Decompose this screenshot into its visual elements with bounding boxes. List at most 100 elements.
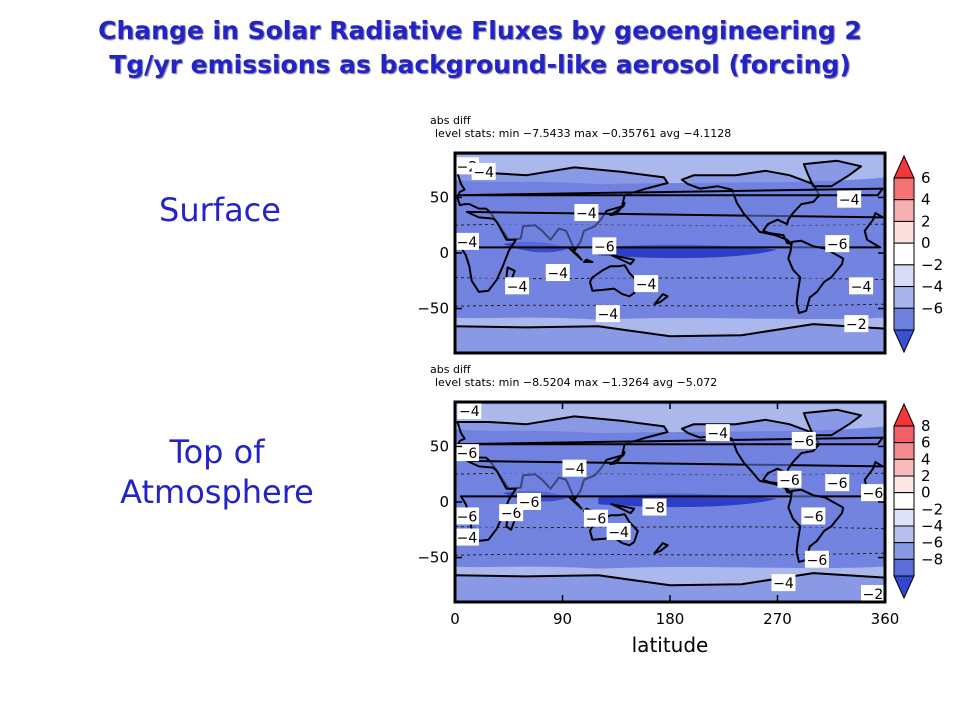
y-tick-label: 0	[439, 493, 449, 511]
coastline	[456, 436, 884, 446]
y-tick-label: 0	[439, 244, 449, 262]
y-tick-label: 50	[430, 437, 449, 455]
colorbar-tick-label: −8	[921, 550, 943, 568]
colorbar-segment	[893, 558, 915, 577]
colorbar-tick-label: −4	[921, 278, 943, 296]
top-of-atmosphere-label: Top of Atmosphere	[92, 432, 342, 512]
colorbar-tick-label: 2	[921, 467, 931, 485]
coastline	[567, 246, 583, 261]
contour-label: −4	[457, 531, 478, 547]
surface-label: Surface	[159, 191, 281, 229]
contour-label: −4	[608, 525, 629, 541]
y-tick-label: 50	[430, 188, 449, 206]
colorbar-segment	[893, 492, 915, 510]
contour-label: −6	[519, 495, 540, 511]
colorbar-tick-label: 2	[921, 212, 931, 230]
toa-label-line-2: Atmosphere	[120, 473, 314, 511]
contour-label-box	[455, 232, 479, 250]
coastline	[653, 542, 669, 555]
title-line-1: Change in Solar Radiative Fluxes by geoe…	[98, 16, 862, 45]
colorbar-tick-label: −4	[921, 517, 943, 535]
contour-label-box	[861, 585, 885, 602]
colorbar-segment	[893, 242, 915, 266]
x-tick-label: 270	[763, 610, 792, 628]
contour-label-box	[634, 275, 659, 293]
contour-label: −4	[851, 279, 872, 295]
contour-label-box	[592, 237, 617, 255]
colorbar: 6 4 2 0 −2 −4 −6	[893, 154, 943, 354]
contour-label-box	[771, 574, 796, 592]
x-tick-label: 0	[450, 610, 460, 628]
contour-label-box	[801, 507, 826, 525]
coastline	[589, 264, 639, 298]
contour-label: −2	[846, 317, 867, 333]
contour-label-box	[804, 550, 829, 568]
slide-title: Change in Solar Radiative Fluxes by geoe…	[0, 14, 960, 82]
contour-label-box	[562, 459, 587, 477]
coastline	[455, 323, 885, 353]
colorbar-segment	[893, 286, 915, 309]
colorbar-segment	[893, 525, 915, 544]
contour-label: −4	[547, 266, 568, 282]
colorbar-segment	[893, 177, 915, 201]
colorbar-tick-label: 0	[921, 484, 931, 502]
colorbar-segment	[893, 475, 915, 494]
x-tick-label: 360	[871, 610, 900, 628]
coastline	[460, 210, 884, 293]
coastline	[567, 495, 583, 510]
contour-label: −6	[457, 509, 478, 525]
contour-label: −4	[707, 426, 728, 442]
panel-header-line-1: abs diff	[430, 363, 471, 376]
contour-label: −4	[507, 279, 528, 295]
contour-label: −4	[576, 206, 597, 222]
colorbar-tick-label: 6	[921, 434, 931, 452]
colorbar-segment	[893, 199, 915, 222]
colorbar-tick-label: 4	[921, 191, 931, 209]
panel-header-line-2: level stats: min −7.5433 max −0.35761 av…	[435, 127, 731, 140]
colorbar-bottom-arrow	[893, 329, 915, 354]
contour-label-box	[595, 305, 620, 323]
colorbar-segment	[893, 307, 915, 331]
panel-header-line-2: level stats: min −8.5204 max −1.3264 avg…	[435, 376, 717, 389]
contour-label: −6	[827, 476, 848, 492]
colorbar-tick-label: −2	[921, 500, 943, 518]
colorbar-tick-label: −6	[921, 534, 943, 552]
contour-line	[455, 303, 885, 307]
contour-label-box	[777, 470, 802, 488]
colorbar-segment	[893, 425, 915, 444]
contour-label-box	[583, 509, 608, 527]
panel-header-line-1: abs diff	[430, 114, 471, 127]
colorbar-segment	[893, 508, 915, 527]
coastline	[610, 503, 636, 515]
contour-label: −4	[598, 307, 619, 323]
contour-label-box	[844, 315, 869, 333]
coastline	[609, 451, 626, 466]
colorbar-tick-label: 0	[921, 234, 931, 252]
contour-label: −2	[863, 587, 884, 603]
contour-label: −6	[807, 553, 828, 569]
contour-label-box	[517, 493, 542, 510]
contour-label-box	[837, 190, 862, 208]
contour-label-box	[642, 498, 667, 516]
contour-label: −6	[863, 486, 884, 502]
colorbar-segment	[893, 458, 915, 477]
coastline	[583, 258, 594, 263]
y-tick-label: −50	[417, 549, 449, 567]
contour-label: −6	[501, 506, 522, 522]
contour-label-box	[849, 277, 874, 295]
coastline	[653, 293, 669, 306]
contour-label: −6	[586, 512, 607, 528]
colorbar-bottom-arrow	[893, 575, 915, 600]
contour-label: −4	[564, 462, 585, 478]
colorbar-segment	[893, 264, 915, 288]
colorbar-tick-label: 6	[921, 169, 931, 187]
colorbar-tick-label: 8	[921, 417, 931, 435]
field-layer	[455, 153, 885, 353]
colorbar-top-arrow	[893, 154, 915, 179]
y-tick-label: −50	[417, 300, 449, 318]
contour-label: −6	[803, 509, 824, 525]
